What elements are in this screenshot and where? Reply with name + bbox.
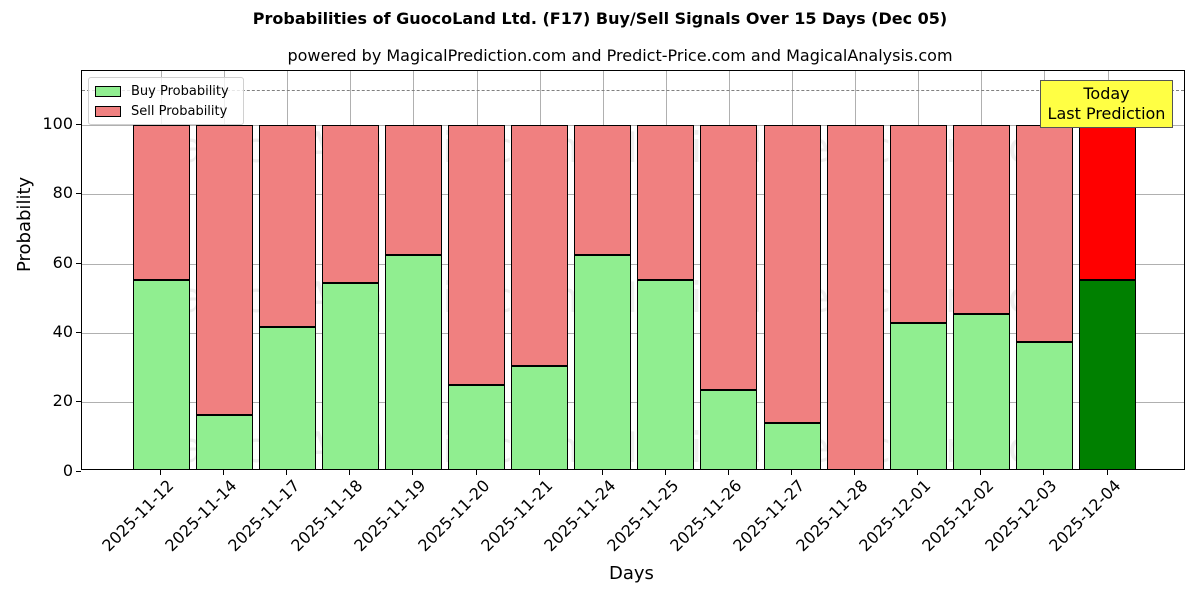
gridline-horizontal bbox=[82, 194, 1184, 196]
y-tick-label: 100 bbox=[42, 114, 73, 133]
bar-sell bbox=[258, 125, 316, 328]
y-tick bbox=[76, 331, 81, 333]
bar-buy bbox=[763, 422, 821, 469]
bar-sell bbox=[384, 125, 442, 255]
plot-area: MagicalAnalysis.comMagicalPrediction.com… bbox=[81, 70, 1185, 470]
bar-buy bbox=[1015, 341, 1073, 469]
y-tick-label: 80 bbox=[52, 183, 73, 203]
legend: Buy Probability Sell Probability bbox=[88, 77, 244, 125]
gridline-horizontal bbox=[82, 263, 1184, 265]
bar-buy bbox=[511, 365, 569, 469]
legend-label-buy: Buy Probability bbox=[131, 83, 229, 99]
bar-buy bbox=[637, 279, 695, 469]
bar-sell bbox=[195, 125, 253, 415]
bar-buy bbox=[132, 279, 190, 469]
y-tick-label: 20 bbox=[52, 391, 73, 411]
x-tick bbox=[349, 470, 351, 475]
chart-title: Probabilities of GuocoLand Ltd. (F17) Bu… bbox=[252, 9, 948, 28]
y-tick bbox=[76, 401, 81, 403]
bar-buy bbox=[952, 313, 1010, 469]
gridline-horizontal bbox=[82, 125, 1184, 126]
today-annotation-line2: Last Prediction bbox=[1047, 104, 1166, 123]
y-tick bbox=[76, 193, 81, 195]
x-axis-label: Days bbox=[609, 563, 654, 584]
bar-buy bbox=[700, 389, 758, 469]
x-tick bbox=[664, 470, 666, 475]
bar-sell bbox=[1015, 125, 1073, 342]
bar-sell bbox=[321, 125, 379, 283]
bar-sell bbox=[889, 125, 947, 323]
reference-line bbox=[82, 90, 1184, 92]
y-tick-label: 0 bbox=[62, 460, 73, 480]
gridline-horizontal bbox=[82, 402, 1184, 404]
y-tick bbox=[76, 124, 81, 125]
x-tick bbox=[1043, 470, 1045, 475]
y-tick bbox=[76, 470, 81, 472]
bar-sell bbox=[574, 125, 632, 255]
y-axis-label: Probability bbox=[14, 176, 35, 272]
legend-item-buy: Buy Probability bbox=[95, 82, 229, 100]
bar-sell bbox=[637, 125, 695, 280]
today-annotation-line1: Today bbox=[1083, 84, 1130, 103]
y-tick-label: 60 bbox=[52, 252, 73, 272]
gridline-horizontal bbox=[82, 332, 1184, 334]
bar-buy bbox=[448, 384, 505, 469]
legend-swatch-sell bbox=[95, 105, 121, 117]
bar-sell bbox=[1079, 125, 1136, 280]
bar-sell bbox=[952, 125, 1010, 314]
bar-sell bbox=[511, 125, 569, 366]
bar-sell bbox=[448, 125, 505, 385]
bar-sell bbox=[132, 125, 190, 280]
x-tick bbox=[223, 470, 225, 475]
legend-label-sell: Sell Probability bbox=[131, 103, 228, 119]
bar-buy bbox=[889, 322, 947, 469]
bar-sell bbox=[700, 125, 758, 390]
x-tick bbox=[980, 470, 982, 475]
x-tick bbox=[160, 470, 161, 475]
x-tick bbox=[475, 470, 477, 475]
x-tick bbox=[1106, 470, 1108, 475]
bar-buy bbox=[321, 282, 379, 469]
bar-buy bbox=[574, 254, 632, 469]
y-tick-label: 40 bbox=[52, 321, 73, 341]
legend-swatch-buy bbox=[95, 85, 121, 97]
legend-item-sell: Sell Probability bbox=[95, 102, 227, 120]
x-tick bbox=[727, 470, 729, 475]
bar-buy bbox=[384, 254, 442, 469]
x-tick bbox=[538, 470, 540, 475]
x-tick bbox=[601, 470, 603, 475]
bar-sell bbox=[826, 125, 884, 469]
bar-buy bbox=[195, 414, 253, 469]
bar-buy bbox=[258, 327, 316, 469]
bar-buy bbox=[1079, 279, 1136, 469]
x-tick bbox=[791, 470, 792, 475]
today-annotation: Today Last Prediction bbox=[1040, 80, 1173, 128]
bar-sell bbox=[763, 125, 821, 423]
x-tick bbox=[412, 470, 414, 475]
x-tick bbox=[854, 470, 856, 475]
x-tick bbox=[286, 470, 288, 475]
chart-subtitle: powered by MagicalPrediction.com and Pre… bbox=[287, 46, 953, 65]
x-tick bbox=[917, 470, 919, 475]
y-tick bbox=[76, 262, 81, 264]
